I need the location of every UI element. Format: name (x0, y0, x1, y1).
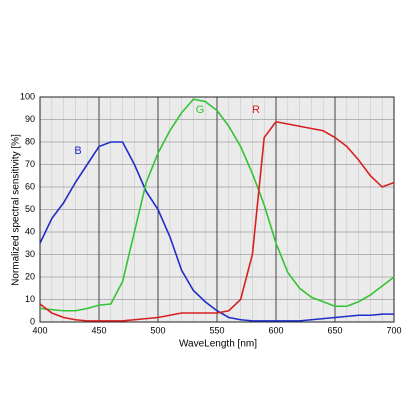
y-tick-label: 30 (25, 249, 35, 259)
y-tick-label: 50 (25, 204, 35, 214)
x-tick-label: 600 (268, 325, 283, 335)
series-label: B (74, 145, 81, 157)
y-tick-label: 100 (20, 91, 35, 101)
plot-frame (39, 96, 395, 323)
y-tick-label: 40 (25, 226, 35, 236)
x-tick-label: 650 (327, 325, 342, 335)
x-axis-label: WaveLength [nm] (179, 339, 257, 350)
x-tick-label: 550 (209, 325, 224, 335)
y-tick-label: 80 (25, 136, 35, 146)
y-axis-label: Normalized spectral sensitivity [%] (11, 134, 22, 286)
x-tick-label: 400 (32, 325, 47, 335)
x-tick-label: 500 (150, 325, 165, 335)
x-tick-label: 450 (91, 325, 106, 335)
y-tick-label: 10 (25, 294, 35, 304)
series-line (39, 120, 395, 322)
y-tick-label: 60 (25, 181, 35, 191)
series-line (39, 98, 395, 312)
y-tick-label: 0 (30, 316, 35, 326)
y-tick-label: 20 (25, 271, 35, 281)
series-label: R (252, 104, 260, 116)
x-tick-label: 700 (386, 325, 401, 335)
y-tick-label: 70 (25, 159, 35, 169)
y-tick-label: 90 (25, 114, 35, 124)
series-line (39, 141, 394, 322)
series-label: G (196, 104, 205, 116)
